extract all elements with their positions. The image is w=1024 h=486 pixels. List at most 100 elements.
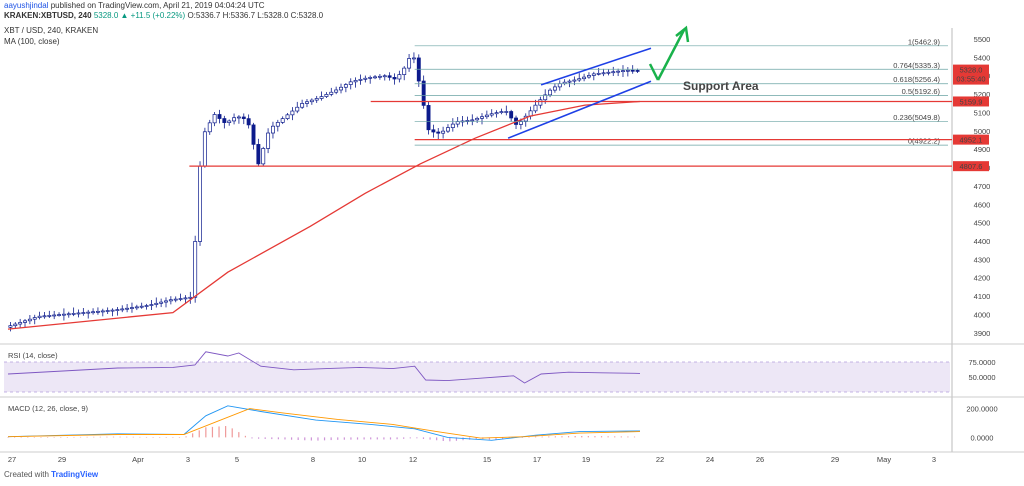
candle-body [164, 300, 168, 303]
macd-histogram-bar [614, 436, 616, 438]
candle-body [251, 124, 256, 145]
y-tick-label: 4600 [974, 200, 991, 209]
candle-body [465, 120, 470, 122]
macd-histogram-bar [600, 436, 603, 438]
y-tick-label: 4000 [974, 310, 991, 319]
y-tick-label: 3900 [974, 329, 991, 338]
fib-level-label: 0(4922.2) [908, 137, 941, 146]
current-price-tag [953, 64, 989, 85]
x-tick-label: 29 [831, 455, 839, 464]
rsi-legend: RSI (14, close) [8, 351, 58, 360]
macd-histogram-bar [93, 436, 95, 438]
y-tick-label: 4200 [974, 274, 991, 283]
macd-histogram-bar [541, 436, 543, 438]
macd-histogram-bar [495, 437, 497, 440]
x-tick-label: 26 [756, 455, 764, 464]
y-tick-label: 5100 [974, 108, 991, 117]
macd-histogram-bar [455, 437, 458, 441]
candle-body [587, 75, 591, 78]
macd-histogram-bar [165, 437, 167, 438]
fib-level-label: 0.618(5256.4) [893, 75, 940, 84]
candle-body [168, 299, 173, 302]
candle-body [504, 111, 509, 113]
candle-body [348, 81, 353, 85]
candle-body [300, 103, 305, 108]
candle-body [285, 114, 290, 119]
macd-histogram-bar [284, 437, 286, 440]
candle-body [37, 315, 42, 318]
candle-body [329, 91, 334, 95]
x-tick-label: 12 [409, 455, 417, 464]
rsi-tick-label: 75.0000 [968, 358, 995, 367]
macd-histogram-bar [449, 437, 451, 442]
candle-body [606, 71, 611, 74]
macd-histogram-bar [429, 437, 431, 440]
candle-body [499, 111, 504, 114]
x-tick-label: 5 [235, 455, 239, 464]
macd-histogram-bar [310, 437, 312, 441]
x-tick-label: 29 [58, 455, 66, 464]
candle-body [339, 86, 343, 91]
macd-histogram-bar [66, 436, 68, 438]
ma-100-line [7, 100, 641, 330]
candle-body [32, 317, 37, 320]
candle-body [494, 112, 499, 115]
macd-histogram-bar [356, 437, 359, 440]
candle-body [139, 305, 144, 308]
author-name[interactable]: aayushjindal [4, 1, 49, 10]
macd-histogram-bar [264, 437, 266, 439]
macd-tick-label: 0.0000 [971, 433, 994, 442]
rsi-tick-label: 50.0000 [968, 373, 995, 382]
candle-body [373, 76, 377, 79]
y-tick-label: 4700 [974, 182, 991, 191]
macd-histogram-bar [251, 437, 253, 439]
candle-body [509, 111, 514, 119]
macd-histogram-bar [567, 436, 570, 438]
macd-histogram-bar [409, 437, 411, 439]
candle-body [154, 302, 159, 305]
tradingview-logo[interactable]: TradingView [51, 470, 99, 479]
macd-histogram-bar [86, 436, 88, 438]
x-tick-label: 3 [186, 455, 190, 464]
candle-body [319, 96, 324, 99]
candle-body [227, 120, 232, 123]
bounce-arrow-down [648, 63, 660, 81]
macd-histogram-bar [436, 437, 438, 441]
macd-histogram-bar [99, 436, 101, 438]
y-tick-label: 5000 [974, 127, 991, 136]
candle-body [8, 325, 13, 328]
macd-histogram-bar [528, 436, 530, 438]
support-area-annotation: Support Area [683, 79, 759, 93]
candle-body [314, 98, 319, 101]
macd-histogram-bar [607, 436, 609, 438]
macd-histogram-bar [132, 436, 134, 438]
candle-body [577, 78, 582, 81]
candle-body [13, 323, 18, 327]
candle-body [178, 298, 183, 300]
macd-histogram-bar [389, 437, 392, 440]
y-tick-label: 4300 [974, 255, 991, 264]
y-tick-label: 5500 [974, 35, 991, 44]
macd-tick-label: 200.0000 [966, 405, 997, 414]
candle-body [616, 70, 621, 73]
x-tick-label: 17 [533, 455, 541, 464]
macd-histogram [7, 426, 636, 442]
candle-body [18, 322, 23, 325]
candle-body [202, 131, 207, 167]
support-price-label: 4952.1 [960, 136, 983, 145]
candle-body [475, 117, 480, 121]
macd-histogram-bar [159, 437, 161, 438]
candle-body [480, 116, 484, 119]
x-tick-label: May [877, 455, 891, 464]
macd-histogram-bar [79, 436, 82, 438]
macd-histogram-bar [106, 436, 108, 438]
macd-histogram-bar [343, 437, 345, 440]
macd-histogram-bar [304, 437, 306, 441]
candle-body [324, 94, 329, 97]
y-tick-label: 4400 [974, 237, 991, 246]
macd-histogram-bar [46, 437, 49, 438]
x-tick-label: 24 [706, 455, 714, 464]
candle-body [358, 78, 363, 81]
fib-level-label: 0.5(5192.6) [902, 87, 941, 96]
